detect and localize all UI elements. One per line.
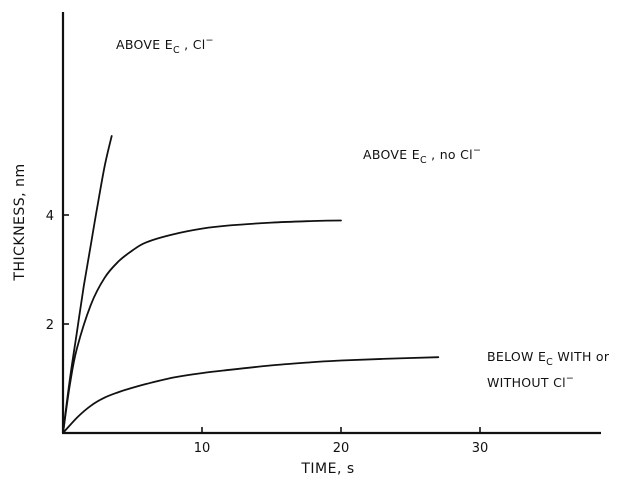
axes bbox=[61, 12, 601, 435]
y-tick-label: 2 bbox=[46, 318, 54, 333]
annotation-above-ec-cl: ABOVE EC , Cl− bbox=[116, 35, 214, 56]
curve-above-ec-with-cl bbox=[62, 135, 113, 434]
x-tick-label: 30 bbox=[472, 441, 489, 456]
x-axis-label: TIME, s bbox=[300, 461, 354, 477]
annotation-below-ec-line1: BELOW EC WITH or bbox=[487, 349, 610, 368]
y-axis-label: THICKNESS, nm bbox=[12, 163, 28, 281]
ticks: 10 20 30 2 4 bbox=[46, 209, 489, 456]
annotation-above-ec-no-cl: ABOVE EC , no Cl− bbox=[363, 145, 481, 166]
series-annotations: ABOVE EC , Cl− ABOVE EC , no Cl− BELOW EC … bbox=[116, 35, 610, 390]
x-tick-label: 10 bbox=[194, 441, 211, 456]
curve-above-ec-no-cl bbox=[62, 219, 342, 434]
y-tick-label: 4 bbox=[46, 209, 54, 224]
data-curves bbox=[62, 135, 440, 434]
annotation-below-ec-line2: WITHOUT Cl− bbox=[487, 373, 574, 390]
curve-below-ec bbox=[62, 356, 440, 434]
x-tick-label: 20 bbox=[333, 441, 350, 456]
